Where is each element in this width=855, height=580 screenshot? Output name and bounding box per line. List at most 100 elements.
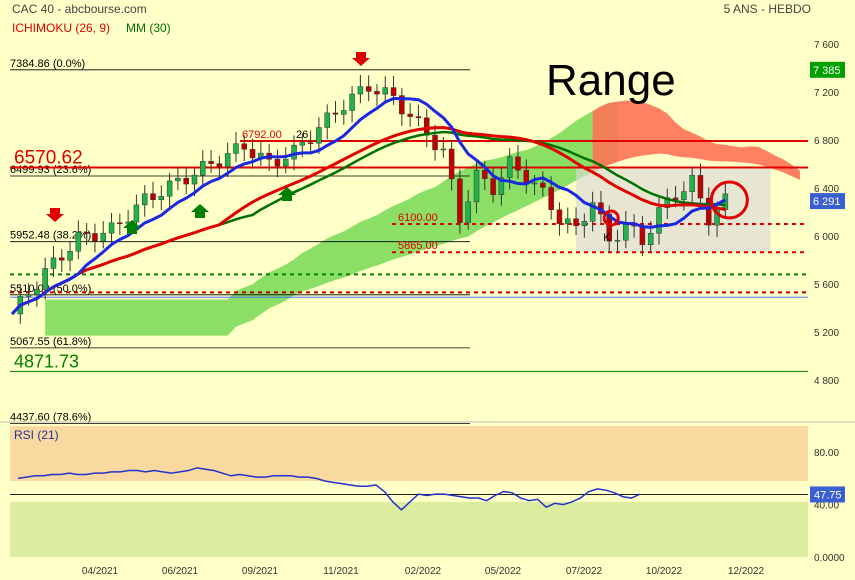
candle [440, 137, 447, 158]
current-price-label: 6 291 [813, 196, 841, 208]
legend-rsi: RSI (21) [14, 428, 59, 442]
candle [540, 171, 546, 197]
candle [258, 141, 264, 166]
candle [357, 74, 364, 104]
candle [349, 86, 355, 123]
candle [564, 207, 571, 234]
candle-body [681, 191, 687, 200]
candle-body [432, 135, 438, 151]
candle [183, 166, 189, 194]
buy-arrow [123, 220, 141, 234]
candle-body [473, 169, 480, 203]
x-tick-label: 07/2022 [566, 566, 603, 577]
candle [274, 149, 281, 178]
candle [473, 160, 480, 214]
candle-body [672, 197, 679, 200]
candle-body [490, 178, 496, 195]
marker-label-k: K [603, 232, 611, 244]
candle-body [299, 142, 306, 146]
current-price-tag [810, 193, 845, 210]
candle [34, 281, 40, 307]
candle-body [200, 161, 206, 176]
candle [382, 76, 389, 104]
candle-body [241, 143, 248, 150]
candle-body [531, 182, 538, 185]
candle [200, 150, 206, 185]
x-tick-label: 06/2021 [162, 566, 199, 577]
candle [556, 202, 563, 236]
candle-body [59, 257, 65, 261]
candle-body [482, 169, 488, 179]
candle [448, 139, 455, 191]
candle-body [465, 201, 471, 223]
x-tick-label: 05/2022 [485, 566, 522, 577]
candle [706, 187, 712, 236]
fib-label: 5067.55 (61.8%) [10, 336, 91, 348]
candle [573, 207, 579, 236]
candle [241, 135, 248, 162]
x-tick-label: 12/2022 [728, 566, 765, 577]
candle [432, 124, 438, 161]
legend-ichimoku: ICHIMOKU (26, 9) [12, 21, 111, 35]
price-tick-label: 6 400 [814, 184, 839, 195]
candle-body [390, 87, 397, 96]
candle-body [216, 163, 223, 167]
chart-period: 5 ANS - HEBDO [723, 2, 811, 16]
candle [490, 166, 496, 203]
candle-body [175, 177, 181, 182]
candle [166, 173, 173, 209]
candle-body [224, 153, 231, 167]
candle [158, 185, 165, 211]
chart-title: CAC 40 - abcbourse.com [12, 2, 147, 16]
candle-body [191, 174, 198, 185]
level-label-6792: 6792.00 [242, 129, 282, 141]
rsi-overbought-zone [10, 426, 808, 482]
price-tick-label: 7 200 [814, 88, 839, 99]
price-tick-label: 4 800 [814, 376, 839, 387]
fib-label: 4437.60 (78.6%) [10, 411, 91, 423]
candle-body [50, 257, 57, 269]
candle [208, 149, 214, 173]
rsi-value-label: 47.75 [814, 489, 842, 501]
highlight-circle-large [709, 180, 749, 220]
candle-body [42, 268, 48, 290]
candle-body [573, 218, 579, 226]
rsi-oversold-zone [10, 501, 808, 557]
candle [415, 104, 422, 127]
candle [117, 213, 123, 235]
candle-body [457, 178, 463, 223]
candle-body [208, 161, 214, 164]
candle [457, 169, 463, 234]
candle [365, 75, 372, 102]
candle-body [689, 175, 695, 192]
candle-body [448, 148, 455, 180]
x-tick-label: 04/2021 [82, 566, 119, 577]
price-tick-label: 7 600 [814, 40, 839, 51]
candle-body [606, 213, 612, 242]
candle-body [614, 239, 621, 242]
candle-body [506, 156, 513, 178]
candle-body [714, 209, 720, 226]
level-label-4871: 4871.73 [14, 351, 79, 371]
candle-body [133, 204, 140, 223]
candle-body [316, 127, 322, 144]
highlight-circle-small [602, 209, 620, 227]
candle [50, 246, 57, 278]
candle-body [639, 225, 646, 246]
x-tick-label: 10/2022 [646, 566, 683, 577]
rsi-tick-label: 40.00 [814, 501, 839, 512]
x-tick-label: 09/2021 [242, 566, 279, 577]
fib-label: 7384.86 (0.0%) [10, 58, 85, 70]
candle-body [589, 202, 596, 222]
candle [614, 229, 621, 252]
candle [316, 117, 322, 155]
candle-body [83, 231, 90, 234]
last-price-tag [810, 61, 845, 78]
last-price-label: 7 385 [813, 65, 841, 77]
price-tick-label: 6 800 [814, 136, 839, 147]
candle [465, 189, 471, 230]
candle-body [150, 193, 156, 200]
candle [332, 101, 339, 123]
candle-body [382, 87, 389, 95]
candle [341, 99, 347, 125]
